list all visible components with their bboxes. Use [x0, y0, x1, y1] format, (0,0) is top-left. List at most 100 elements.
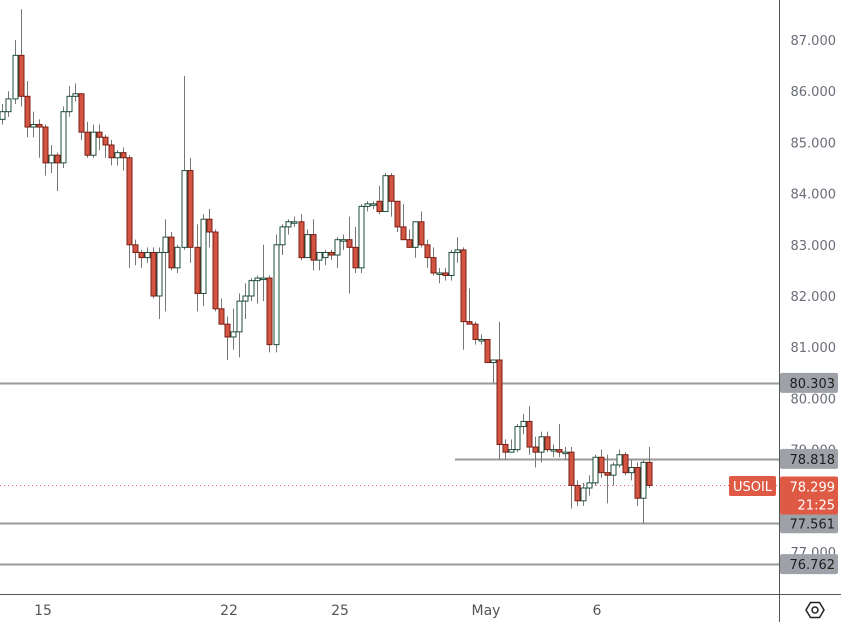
- candle: [424, 239, 431, 268]
- price-tag-text: 78.818: [790, 453, 836, 468]
- candle: [138, 249, 145, 268]
- candle: [298, 214, 305, 261]
- candle: [248, 278, 255, 302]
- candle: [514, 424, 521, 453]
- candle: [291, 216, 298, 227]
- candle: [334, 237, 341, 268]
- candle: [532, 436, 539, 468]
- candle: [24, 80, 31, 138]
- candle: [12, 40, 19, 104]
- price-tick-label: 85.000: [791, 136, 837, 151]
- price-tick-label: 83.000: [791, 239, 837, 254]
- price-tag: 76.762: [780, 554, 838, 575]
- candle: [640, 459, 647, 524]
- candle: [460, 247, 467, 350]
- symbol-text: USOIL: [733, 480, 773, 495]
- candle: [406, 229, 413, 248]
- candle: [352, 226, 359, 273]
- candle: [364, 201, 371, 212]
- candle: [224, 316, 231, 360]
- candle: [206, 208, 213, 248]
- price-axis[interactable]: 87.000 86.000 85.000 84.000 83.000 82.000 81.0…: [791, 34, 837, 561]
- candle: [490, 359, 497, 384]
- candle: [54, 152, 61, 192]
- candle: [544, 431, 551, 453]
- candle: [36, 119, 43, 158]
- candle: [316, 251, 323, 271]
- candle: [604, 454, 611, 504]
- price-tick-label: 81.000: [791, 341, 837, 356]
- candle: [108, 139, 115, 166]
- price-tag-text: 77.561: [790, 517, 836, 532]
- candle: [114, 150, 121, 166]
- price-tag-text: 78.299: [790, 480, 836, 495]
- candle: [48, 144, 55, 174]
- candle: [430, 247, 437, 276]
- candle: [502, 439, 509, 460]
- candle: [586, 475, 593, 496]
- candle: [322, 249, 329, 266]
- candle: [72, 83, 79, 102]
- candle: [84, 121, 91, 158]
- candle: [102, 134, 109, 158]
- candle: [634, 462, 641, 506]
- candle: [5, 91, 12, 117]
- candle: [472, 321, 479, 345]
- candle: [556, 424, 563, 458]
- horizontal-levels: [0, 382, 779, 566]
- candle: [622, 452, 629, 476]
- candles: [0, 9, 653, 524]
- time-axis[interactable]: 15 22 25 May 6: [34, 603, 601, 619]
- candle: [254, 275, 261, 304]
- candle: [266, 275, 273, 353]
- candle: [78, 93, 85, 140]
- candle: [285, 219, 292, 235]
- candle: [610, 462, 617, 486]
- candle: [478, 334, 485, 345]
- candle: [550, 444, 557, 458]
- candle: [144, 247, 151, 263]
- candle: [273, 234, 280, 353]
- candle: [592, 454, 599, 486]
- price-tick-label: 80.000: [791, 392, 837, 407]
- candle: [562, 447, 569, 460]
- candle: [526, 406, 533, 455]
- candle: [358, 203, 365, 273]
- candle: [168, 232, 175, 271]
- candle: [304, 229, 311, 259]
- candle: [496, 321, 503, 460]
- candle: [132, 239, 139, 266]
- candle: [574, 480, 581, 506]
- candle: [442, 267, 449, 281]
- candle: [466, 288, 473, 325]
- candle: [30, 111, 37, 138]
- candle: [156, 247, 163, 320]
- price-tags: 80.303 78.818 77.561 76.762 78.299 21:25: [780, 372, 838, 575]
- candle: [310, 219, 317, 271]
- price-tick-label: 84.000: [791, 188, 837, 203]
- price-tag-text: 80.303: [790, 377, 836, 392]
- candle: [454, 237, 461, 263]
- time-tick-label: 22: [220, 603, 238, 619]
- candle: [230, 308, 237, 350]
- candle: [174, 244, 181, 273]
- candle: [388, 173, 395, 217]
- candle: [0, 104, 6, 125]
- candle: [436, 267, 443, 284]
- time-tick-label: 15: [34, 603, 52, 619]
- candle: [187, 157, 194, 263]
- candle: [279, 224, 286, 256]
- candle: [394, 200, 401, 232]
- candle: [646, 447, 653, 488]
- candle: [96, 124, 103, 151]
- price-tag: 77.561: [780, 513, 838, 534]
- settings-hexagon-icon[interactable]: [805, 601, 825, 619]
- price-tag: 78.299 21:25: [780, 476, 838, 515]
- candle: [484, 339, 491, 364]
- time-tick-label: May: [472, 603, 501, 619]
- candle: [412, 221, 419, 258]
- candle: [218, 298, 225, 325]
- candle: [162, 219, 169, 312]
- candle: [242, 283, 249, 320]
